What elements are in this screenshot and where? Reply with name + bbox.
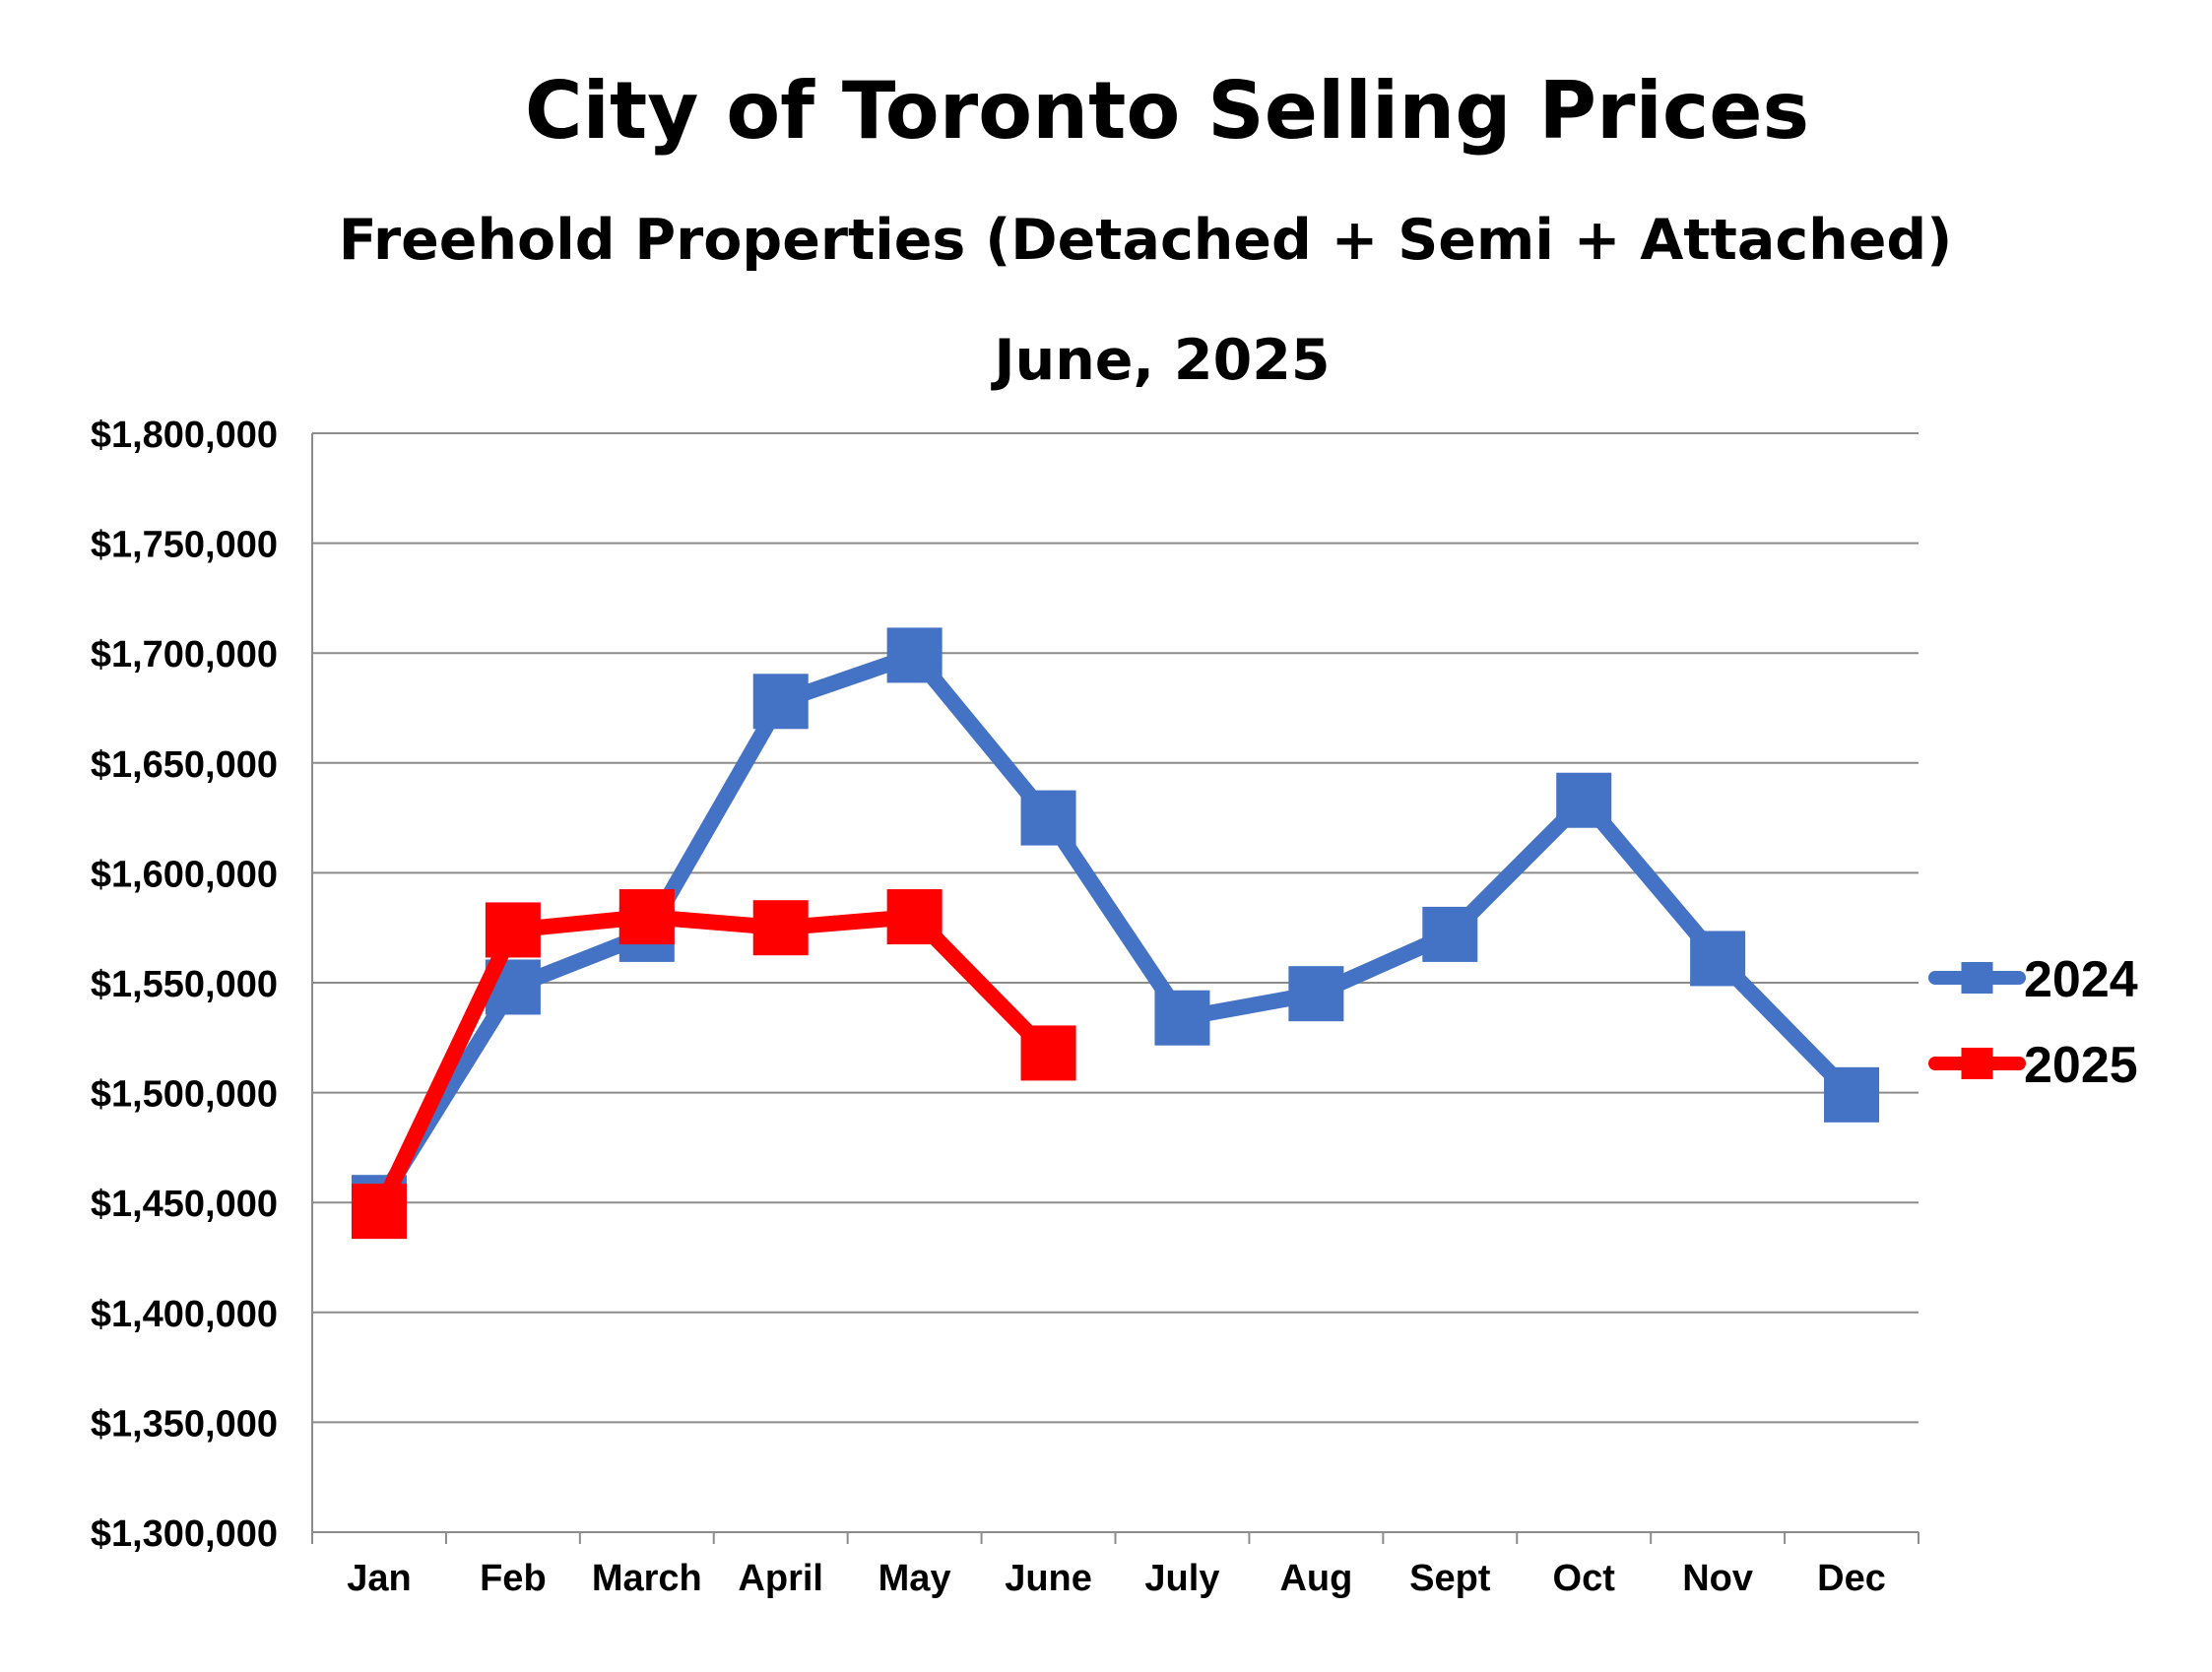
data-point-2024 (1154, 990, 1210, 1046)
gridlines (312, 432, 1919, 1424)
legend-entry-2024: 2024 (1928, 951, 2138, 1008)
x-tick-label: Sept (1409, 1558, 1491, 1599)
data-point-2024 (1556, 772, 1612, 828)
legend-marker-2024 (1961, 962, 1993, 994)
data-point-2025 (1020, 1025, 1076, 1081)
x-axis-tick-labels: Jan Feb March April May June July Aug Sept Oct Nov… (347, 1558, 1886, 1599)
legend-marker-2025 (1961, 1048, 1993, 1079)
x-tick-label: Aug (1279, 1558, 1352, 1599)
y-tick-label: $1,450,000 (91, 1184, 278, 1225)
y-tick-label: $1,400,000 (91, 1294, 278, 1335)
chart-title: City of Toronto Selling Prices (525, 65, 1809, 157)
legend-label-2025: 2025 (2024, 1037, 2138, 1094)
data-point-2024 (752, 674, 809, 730)
data-point-2025 (618, 889, 675, 945)
y-tick-label: $1,750,000 (91, 525, 278, 566)
chart-subtitle-date: June, 2025 (990, 328, 1330, 393)
data-point-2024 (886, 627, 943, 683)
data-point-2024 (1824, 1066, 1880, 1123)
data-point-2024 (1288, 966, 1344, 1022)
x-tick-label: Feb (480, 1558, 547, 1599)
series (351, 627, 1880, 1240)
x-tick-label: July (1144, 1558, 1219, 1599)
chart-subtitle: Freehold Properties (Detached + Semi + A… (339, 208, 1953, 273)
data-point-2024 (1422, 906, 1478, 962)
data-point-2025 (886, 889, 943, 945)
x-tick-label: April (738, 1558, 823, 1599)
series-line-2025 (370, 909, 1057, 1220)
y-tick-label: $1,300,000 (91, 1513, 278, 1555)
x-tick-label: Nov (1682, 1558, 1753, 1599)
x-tick-label: May (878, 1558, 951, 1599)
x-tick-label: June (1005, 1558, 1092, 1599)
y-tick-label: $1,800,000 (91, 415, 278, 456)
y-tick-label: $1,550,000 (91, 964, 278, 1005)
x-tick-label: Jan (347, 1558, 411, 1599)
data-point-2025 (485, 902, 541, 958)
data-point-2025 (351, 1184, 407, 1240)
x-tick-label: Dec (1817, 1558, 1886, 1599)
y-tick-label: $1,600,000 (91, 854, 278, 895)
y-tick-label: $1,350,000 (91, 1403, 278, 1445)
x-tick-label: Oct (1553, 1558, 1616, 1599)
data-point-2024 (1690, 931, 1746, 987)
y-tick-label: $1,650,000 (91, 744, 278, 786)
data-point-2025 (752, 900, 809, 956)
y-tick-label: $1,500,000 (91, 1074, 278, 1116)
legend-label-2024: 2024 (2024, 951, 2138, 1008)
y-axis-tick-labels: $1,300,000 $1,350,000 $1,400,000 $1,450,000… (91, 415, 278, 1555)
legend-entry-2025: 2025 (1928, 1037, 2138, 1094)
data-point-2024 (1020, 790, 1076, 846)
legend: 2024 2025 (1928, 951, 2138, 1094)
series-2025 (351, 889, 1076, 1240)
x-tick-label: March (592, 1558, 702, 1599)
y-tick-label: $1,700,000 (91, 634, 278, 675)
axes (311, 433, 1919, 1544)
